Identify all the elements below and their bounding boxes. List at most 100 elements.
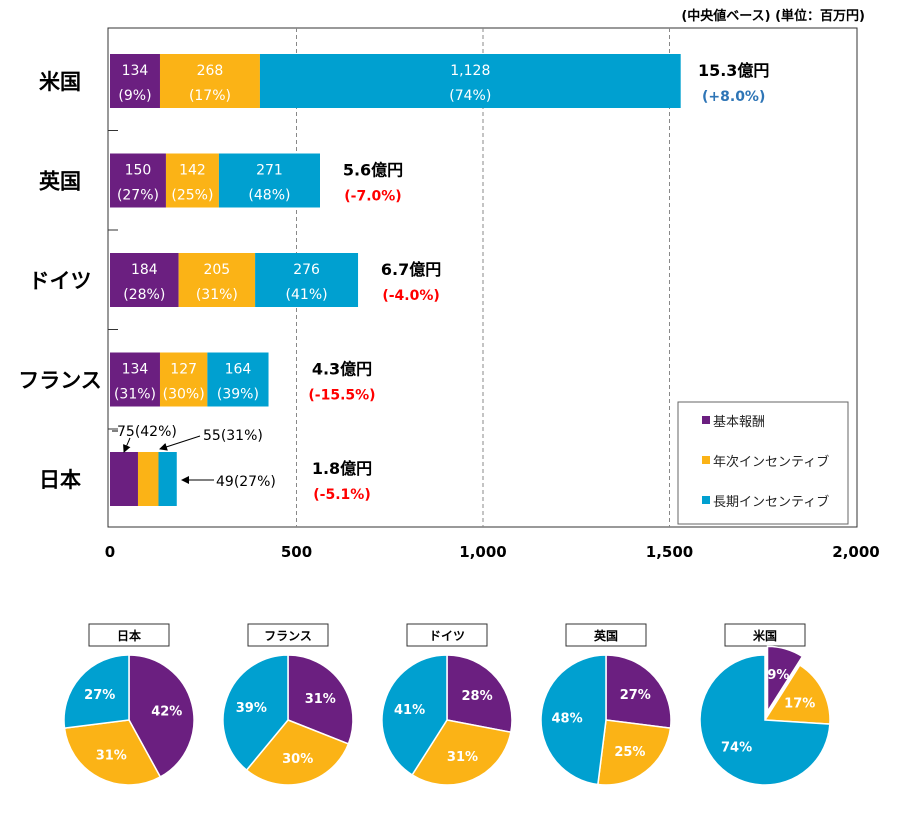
bar-value-label: 134 <box>122 63 149 79</box>
annotation-arrow <box>159 435 201 451</box>
pie-title-box <box>565 623 647 647</box>
legend-label: 長期インセンティブ <box>713 494 829 510</box>
bar-segment <box>110 153 166 208</box>
pie-title-box <box>247 623 329 647</box>
bar-value-label: 276 <box>293 262 320 278</box>
x-tick-label: 2,000 <box>832 543 879 561</box>
bar-value-label: 271 <box>256 163 283 179</box>
pie-slice-label: 27% <box>620 688 651 703</box>
change-label: (-15.5%) <box>308 388 375 404</box>
bar-segment <box>110 452 138 506</box>
bar-pct-label: (28%) <box>123 287 165 303</box>
bar-segment <box>255 253 359 307</box>
pie-slice <box>446 654 513 734</box>
pie-slice <box>763 664 831 725</box>
bar-segment <box>207 352 269 407</box>
bar-pct-label: (41%) <box>286 287 328 303</box>
pie-title: ドイツ <box>429 629 465 643</box>
pie-slice-label: 17% <box>784 696 815 711</box>
bar-pct-label: (48%) <box>248 188 290 204</box>
pie-slice-label: 28% <box>461 689 492 704</box>
pie-slice <box>381 654 448 776</box>
chart-note: (中央値ベース) (単位：百万円) <box>681 8 865 24</box>
bar-pct-label: (30%) <box>163 387 205 403</box>
bar-value-label: 134 <box>122 362 149 378</box>
pie-title: 英国 <box>594 628 618 643</box>
pie-slice-label: 48% <box>552 712 583 727</box>
bar-value-label: 184 <box>131 262 158 278</box>
bar-value-label: 1,128 <box>450 63 490 79</box>
category-label: 英国 <box>39 170 81 194</box>
annotation-label: 55(31%) <box>203 428 263 444</box>
category-label: 日本 <box>39 468 81 492</box>
category-label: ドイツ <box>29 269 92 293</box>
total-label: 6.7億円 <box>381 260 441 279</box>
pie-slice <box>699 654 831 786</box>
bar-value-label: 142 <box>179 163 206 179</box>
bar-segment <box>159 54 260 108</box>
pie-slice <box>128 654 195 778</box>
legend-swatch <box>702 416 710 424</box>
pie-slice <box>63 654 130 729</box>
annotation-label: 49(27%) <box>216 474 276 490</box>
annotation-label: 75(42%) <box>117 424 177 440</box>
bar-value-label: 127 <box>170 362 197 378</box>
pie-title: 日本 <box>117 628 141 643</box>
pie-slice <box>605 654 672 729</box>
pie-slice-label: 30% <box>282 752 313 767</box>
x-tick-label: 1,000 <box>459 543 506 561</box>
change-label: (-7.0%) <box>344 189 401 205</box>
pie-slice-label: 25% <box>614 745 645 760</box>
legend-label: 基本報酬 <box>713 415 765 430</box>
pie-slice <box>766 645 804 714</box>
pie-title: 米国 <box>753 628 777 643</box>
bar-pct-label: (39%) <box>217 387 259 403</box>
change-label: (-4.0%) <box>382 288 439 304</box>
pie-slice <box>287 654 354 745</box>
bar-value-label: 150 <box>125 163 152 179</box>
bar-pct-label: (74%) <box>449 88 491 104</box>
pie-slice-label: 39% <box>236 701 267 716</box>
pie-slice <box>222 654 289 772</box>
pie-slice-label: 41% <box>394 703 425 718</box>
bar-segment <box>110 352 160 407</box>
category-label: 米国 <box>39 70 81 94</box>
pie-title-box <box>406 623 488 647</box>
total-label: 5.6億円 <box>343 161 403 180</box>
bar-segment <box>110 253 179 307</box>
pie-slice-label: 27% <box>84 688 115 703</box>
pie-slice <box>540 654 607 786</box>
bar-segment <box>165 153 219 208</box>
change-label: (+8.0%) <box>702 89 765 105</box>
pie-slice-label: 31% <box>305 692 336 707</box>
pie-slice-label: 31% <box>447 750 478 765</box>
total-label: 1.8億円 <box>312 459 372 478</box>
annotation-arrow <box>123 437 131 453</box>
category-label: フランス <box>18 369 102 393</box>
pie-slice-label: 9% <box>767 668 789 683</box>
bar-segment <box>218 153 320 208</box>
bar-segment <box>158 452 177 506</box>
bar-segment <box>159 352 208 407</box>
total-label: 4.3億円 <box>312 360 372 379</box>
bar-segment <box>110 54 160 108</box>
pie-slice-label: 42% <box>151 704 182 719</box>
bar-value-label: 205 <box>203 262 230 278</box>
x-tick-label: 1,500 <box>646 543 693 561</box>
bar-pct-label: (9%) <box>118 88 151 104</box>
bar-segment <box>259 54 681 108</box>
x-tick-label: 500 <box>281 543 312 561</box>
bar-pct-label: (17%) <box>189 88 231 104</box>
pie-title: フランス <box>264 629 312 643</box>
pie-slice <box>245 719 350 786</box>
bar-segment <box>178 253 256 307</box>
bar-value-label: 268 <box>197 63 224 79</box>
bar-pct-label: (31%) <box>114 387 156 403</box>
x-tick-label: 0 <box>105 543 115 561</box>
change-label: (-5.1%) <box>313 487 370 503</box>
pie-title-box <box>88 623 170 647</box>
pie-slice-label: 74% <box>721 741 752 756</box>
legend-label: 年次インセンティブ <box>713 454 829 470</box>
